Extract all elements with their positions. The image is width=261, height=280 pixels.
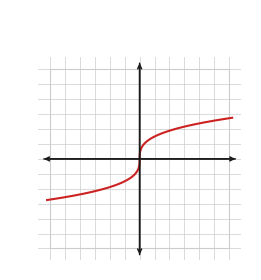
Bar <box>50 69 229 248</box>
Text: Cube Root Function: Cube Root Function <box>42 20 219 35</box>
